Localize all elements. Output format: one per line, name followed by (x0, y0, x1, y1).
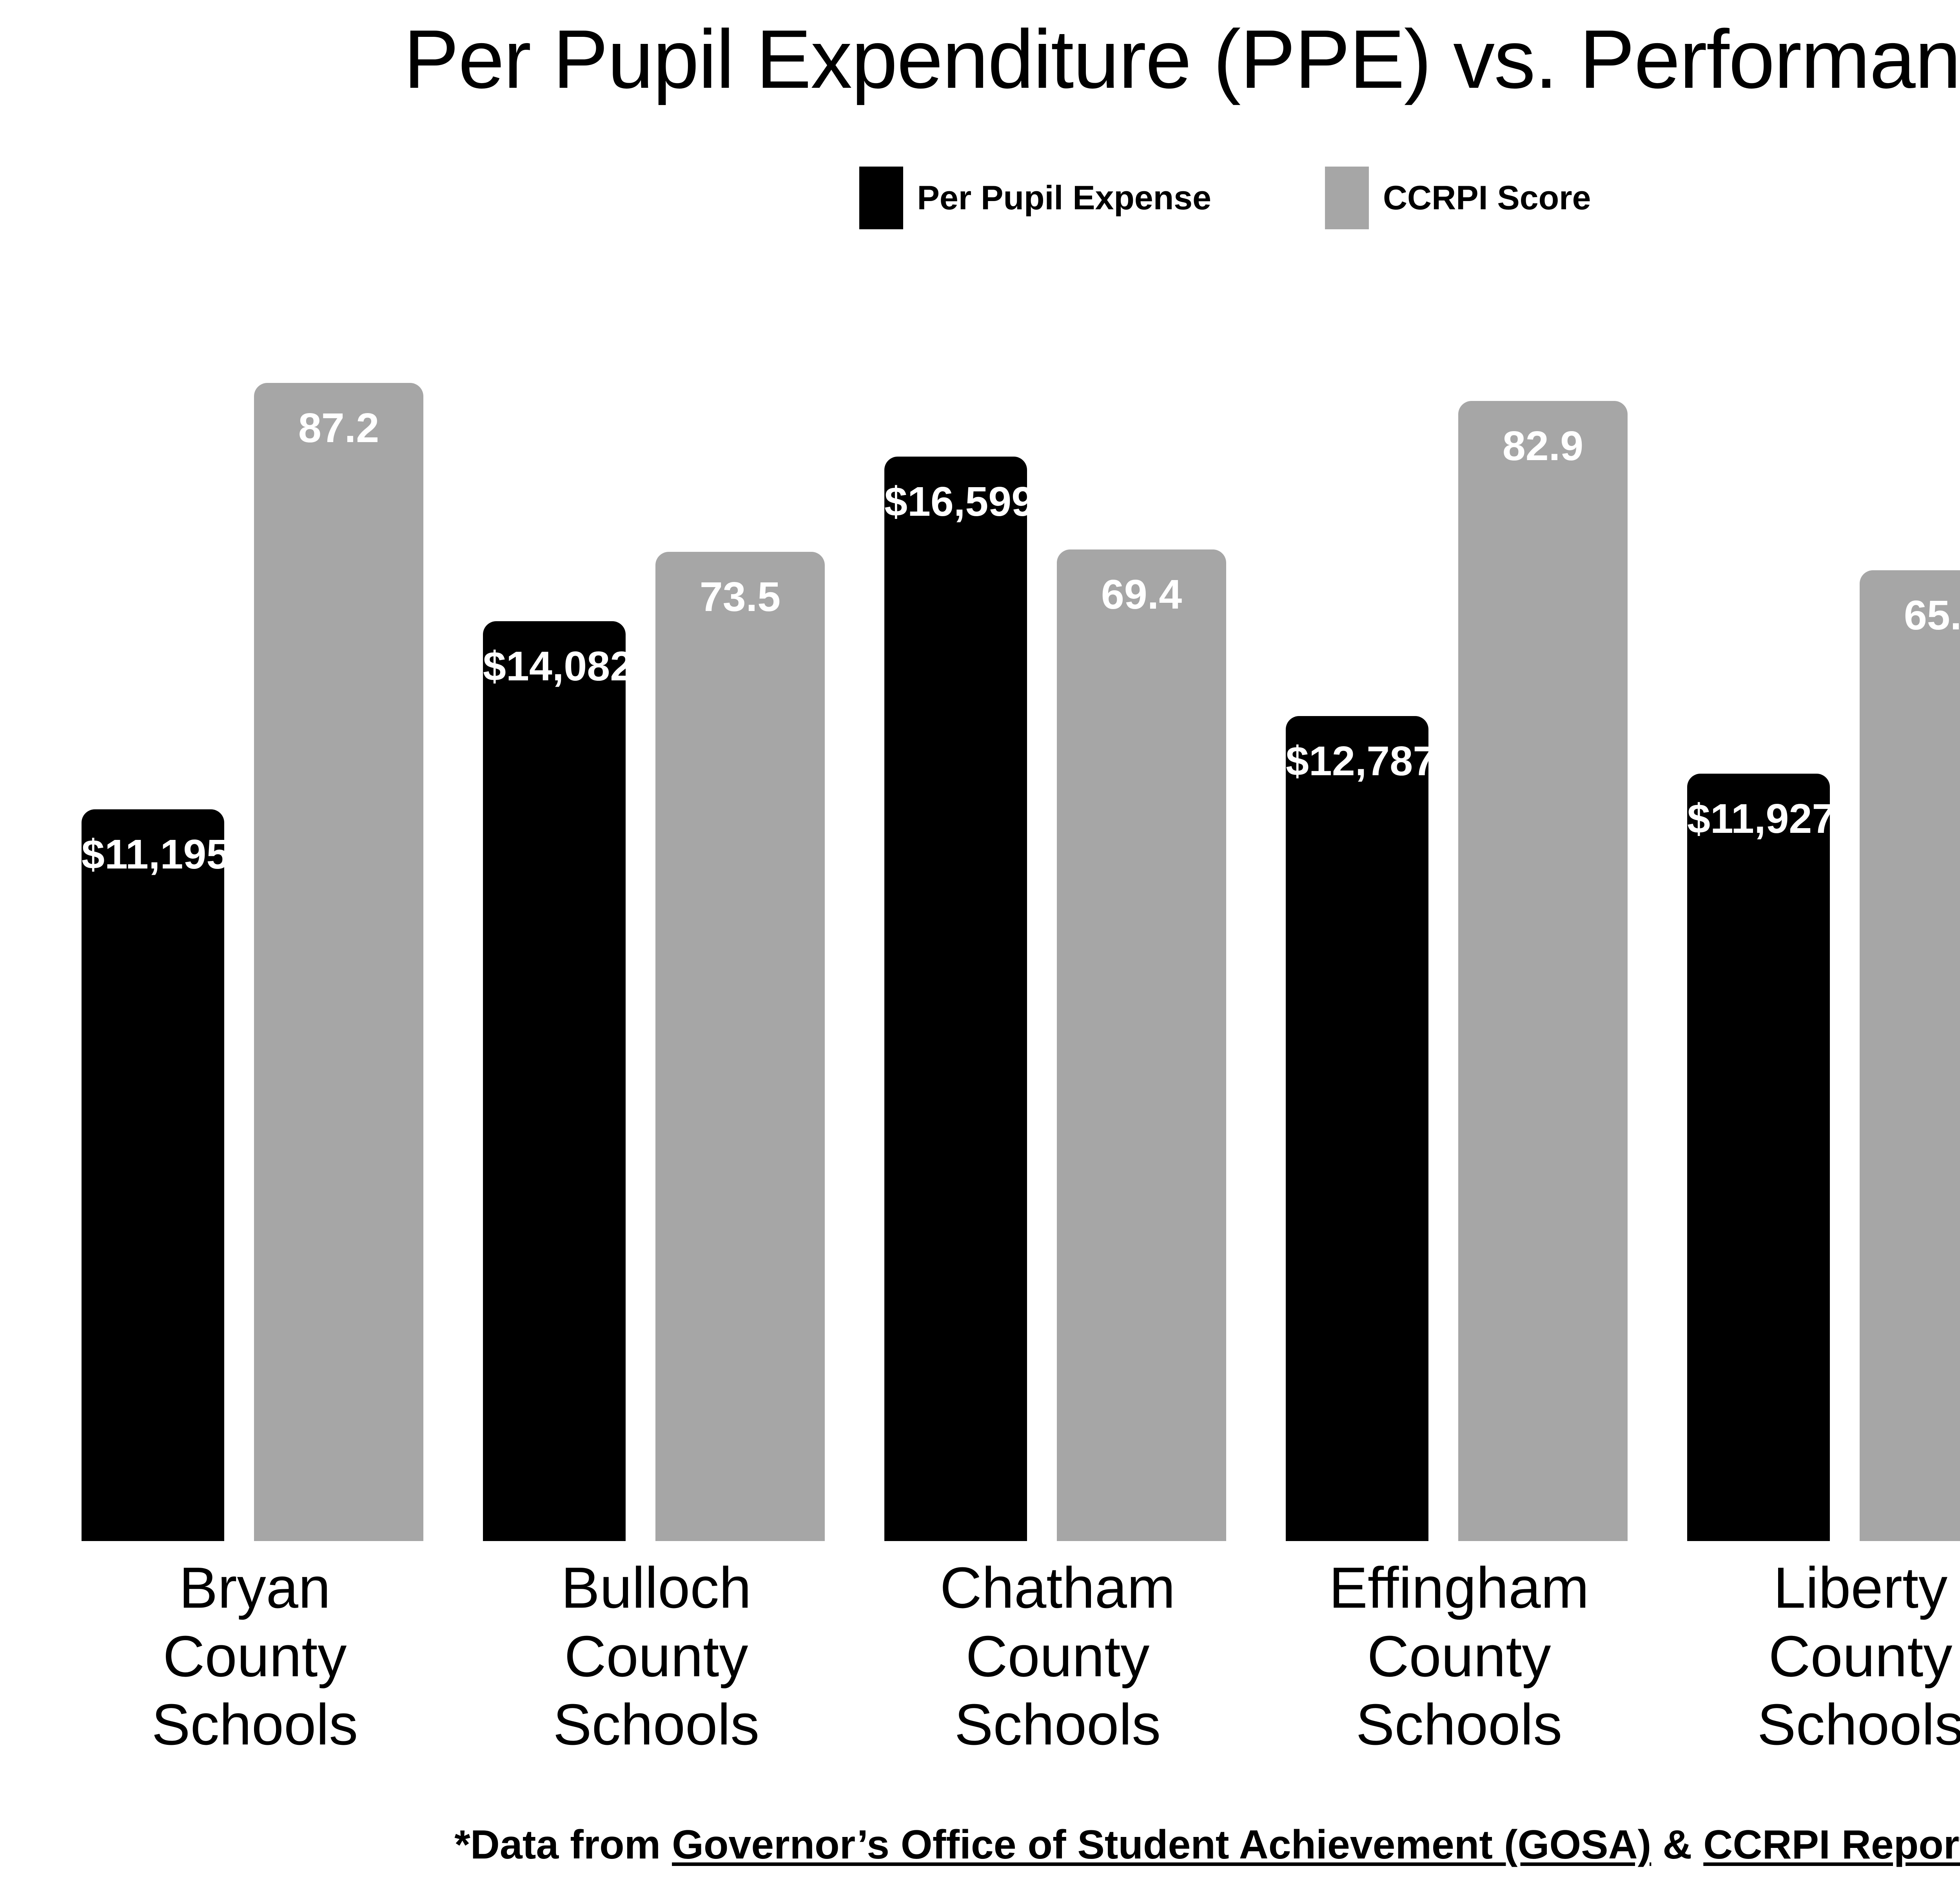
category-label-line: Schools (553, 1692, 760, 1757)
category-label-bulloch-county-schools: Bulloch County Schools (460, 1554, 852, 1759)
category-label-line: County (1768, 1624, 1953, 1689)
category-label-chatham-county-schools: Chatham County Schools (862, 1554, 1254, 1759)
bar-ppe-liberty-county-schools[interactable]: $11,927 (1687, 774, 1835, 1541)
bar-ppe-bulloch-county-schools[interactable]: $14,082 (483, 621, 633, 1541)
category-label-line: County (564, 1624, 748, 1689)
category-label-liberty-county-schools: Liberty County Schools (1664, 1554, 1960, 1759)
legend-label-ccrpi-score: CCRPI Score (1383, 179, 1591, 217)
footnote-link-gosa[interactable]: Governor’s Office of Student Achievement… (672, 1822, 1651, 1868)
category-label-line: County (965, 1624, 1150, 1689)
category-label-line: County (163, 1624, 347, 1689)
category-label-line: Bulloch (561, 1556, 751, 1620)
bar-value-label: $14,082 (483, 643, 633, 689)
bar-value-label: $11,927 (1687, 796, 1835, 842)
bar-ccrpi-liberty-county-schools[interactable]: 65.2 (1860, 570, 1960, 1541)
bar-value-label: $11,195 (82, 831, 230, 878)
category-label-line: Schools (954, 1692, 1161, 1757)
legend-item-ccrpi-score[interactable]: CCRPI Score (1325, 167, 1591, 229)
category-axis: Bryan County Schools Bulloch County Schools Ch… (0, 1554, 1960, 1789)
bar-value-label: $16,599 (884, 479, 1035, 525)
category-label-line: Schools (1356, 1692, 1563, 1757)
category-label-line: County (1367, 1624, 1551, 1689)
bar-value-label: 82.9 (1502, 423, 1584, 469)
chart-legend: Per Pupil Expense CCRPI Score (0, 167, 1960, 229)
chart-title: Per Pupil Expenditure (PPE) vs. Performa… (403, 13, 1960, 105)
plot-area: $11,195 87.2 $14,082 73.5 $16,599 69.4 $12,787… (82, 383, 1960, 1541)
bar-ppe-bryan-county-schools[interactable]: $11,195 (82, 809, 230, 1541)
footnote-separator: & (1651, 1822, 1704, 1868)
category-label-line: Chatham (940, 1556, 1176, 1620)
legend-label-per-pupil-expense: Per Pupil Expense (917, 179, 1211, 217)
legend-swatch-icon-ccrpi-score (1325, 167, 1369, 229)
footnote-link-ccrpi-reports[interactable]: CCRPI Reports (1703, 1822, 1960, 1868)
category-label-line: Liberty (1773, 1556, 1948, 1620)
bar-value-label: 65.2 (1904, 592, 1960, 638)
category-label-line: Schools (1757, 1692, 1960, 1757)
bar-ccrpi-chatham-county-schools[interactable]: 69.4 (1057, 549, 1226, 1541)
bar-ccrpi-bryan-county-schools[interactable]: 87.2 (254, 383, 423, 1541)
category-label-line: Bryan (179, 1556, 331, 1620)
category-label-line: Effingham (1329, 1556, 1589, 1620)
category-label-effingham-county-schools: Effingham County Schools (1263, 1554, 1655, 1759)
bar-value-label: 87.2 (298, 405, 379, 451)
category-label-bryan-county-schools: Bryan County Schools (59, 1554, 451, 1759)
bar-ccrpi-effingham-county-schools[interactable]: 82.9 (1458, 401, 1628, 1541)
chart-footnote: *Data from Governor’s Office of Student … (0, 1822, 1960, 1867)
bar-ppe-chatham-county-schools[interactable]: $16,599 (884, 457, 1035, 1541)
bar-ccrpi-bulloch-county-schools[interactable]: 73.5 (655, 552, 825, 1541)
bar-value-label: 73.5 (699, 574, 781, 620)
bar-value-label: $12,787 (1286, 738, 1436, 784)
footnote-prefix: *Data from (454, 1822, 672, 1868)
bar-ppe-effingham-county-schools[interactable]: $12,787 (1286, 716, 1436, 1541)
bar-value-label: 69.4 (1101, 571, 1182, 618)
legend-item-per-pupil-expense[interactable]: Per Pupil Expense (859, 167, 1211, 229)
legend-swatch-icon-per-pupil-expense (859, 167, 903, 229)
category-label-line: Schools (151, 1692, 358, 1757)
